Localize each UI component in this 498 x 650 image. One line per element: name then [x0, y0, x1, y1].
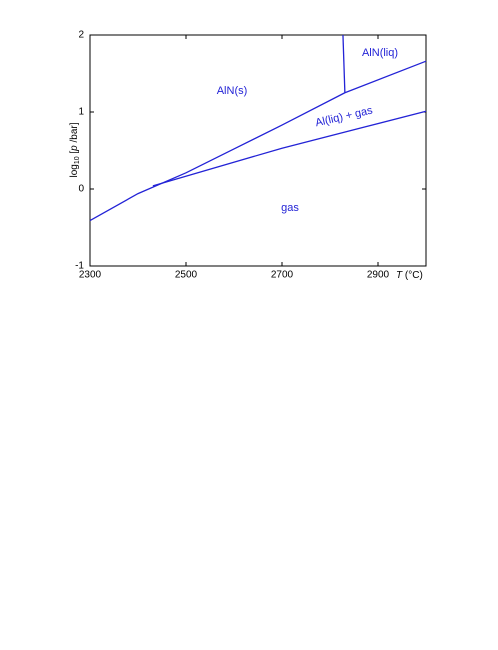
- x-label-part: (°C): [402, 270, 423, 281]
- y-tick-label: 0: [78, 184, 84, 195]
- x-tick-label: 2500: [175, 270, 198, 281]
- x-tick-label: 2300: [79, 270, 102, 281]
- phase-boundary: [344, 60, 427, 94]
- y-axis-label: log10 [p /bar]: [69, 122, 81, 177]
- y-label-part: p: [69, 145, 80, 152]
- y-tick-label: -1: [75, 261, 84, 272]
- y-label-part: log: [69, 164, 80, 177]
- x-tick-label: 2900: [367, 270, 390, 281]
- y-tick-label: 2: [78, 30, 84, 41]
- x-label-part: T: [396, 270, 403, 281]
- y-tick-label: 1: [78, 107, 84, 118]
- y-label-sub: 10: [74, 156, 81, 164]
- y-label-part: /bar]: [69, 122, 80, 145]
- phase-boundary: [152, 110, 427, 187]
- region-label: AlN(liq): [362, 47, 398, 59]
- region-label: Al(liq) + gas: [314, 104, 374, 129]
- plot-frame: [89, 34, 427, 267]
- phase-boundary: [89, 92, 346, 222]
- region-label: AlN(s): [217, 85, 248, 97]
- region-label: gas: [281, 202, 299, 214]
- x-axis-label: T (°C): [396, 270, 423, 281]
- y-label-part: [: [69, 151, 80, 157]
- phase-boundary: [342, 34, 346, 93]
- x-tick-label: 2700: [271, 270, 294, 281]
